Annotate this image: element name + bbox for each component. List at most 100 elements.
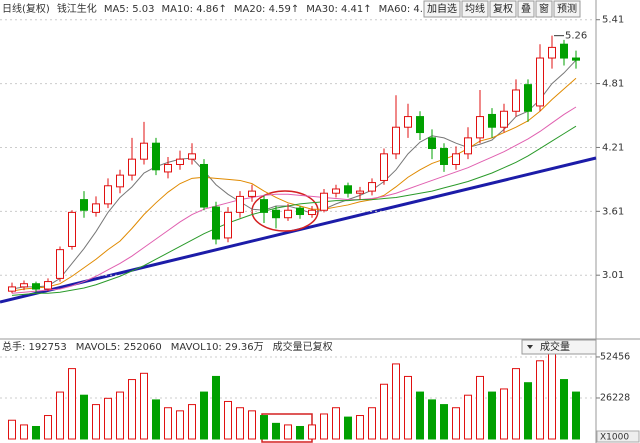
volume-bar: [356, 415, 364, 440]
volume-bar: [560, 379, 568, 440]
volume-bar: [140, 372, 148, 440]
volume-bar: [440, 404, 448, 440]
candle-body: [44, 281, 52, 290]
candle-body: [524, 84, 532, 112]
toolbar-button[interactable]: 加自选: [423, 0, 461, 18]
unit-box: [596, 430, 640, 443]
candle-body: [320, 192, 328, 211]
button-frame: [517, 0, 535, 18]
candle-body: [344, 185, 352, 194]
candle-body: [176, 158, 184, 165]
candle-body: [308, 209, 316, 216]
candle-body: [476, 116, 484, 139]
volume-header-item: MAVOL10: 29.36万: [171, 342, 264, 353]
volume-bar: [332, 407, 340, 440]
volume-bar: [404, 375, 412, 440]
volume-bar: [392, 363, 400, 440]
volume-bar: [368, 407, 376, 440]
volume-bar: [380, 383, 388, 440]
header-bar: [0, 0, 420, 17]
volume-bar: [548, 350, 556, 440]
candle-body: [212, 206, 220, 240]
volume-bar: [116, 391, 124, 440]
candle-body: [248, 190, 256, 197]
unit-label: X1000: [600, 433, 629, 443]
candle-body: [92, 203, 100, 213]
volume-bar: [224, 400, 232, 440]
annotation-label: 5.26: [565, 31, 587, 42]
volume-bar: [8, 419, 16, 440]
candle-body: [20, 283, 28, 288]
selector-arrow: [527, 345, 533, 349]
candle-body: [164, 163, 172, 173]
candle-body: [332, 188, 340, 194]
candle-body: [572, 57, 580, 61]
candle-body: [512, 89, 520, 112]
toolbar-button[interactable]: 叠: [517, 0, 535, 18]
candle-body: [224, 211, 232, 239]
toolbar-button[interactable]: 均线: [461, 0, 489, 18]
ma-line: [11, 77, 577, 292]
ma-line: [11, 106, 577, 294]
candle-body: [140, 142, 148, 160]
y-tick-label: 52456: [600, 351, 630, 362]
candle-body: [8, 286, 16, 292]
candle-body: [200, 163, 208, 208]
volume-bar: [92, 404, 100, 440]
candle-body: [380, 153, 388, 181]
y-tick-label: 4.21: [602, 142, 624, 153]
candle-body: [464, 137, 472, 155]
ma-line: [11, 59, 577, 290]
candle-body: [284, 209, 292, 219]
y-tick-label: 3.61: [602, 206, 624, 217]
volume-bar: [20, 424, 28, 440]
header-item: MA60: 4.: [379, 4, 423, 15]
toolbar-button[interactable]: 预测: [553, 0, 581, 18]
volume-bar: [44, 415, 52, 440]
y-tick-label: 26228: [600, 392, 630, 403]
volume-bar: [536, 360, 544, 440]
button-label: 叠: [521, 3, 531, 15]
candle-body: [488, 113, 496, 128]
volume-bar: [476, 375, 484, 440]
volume-bar: [272, 422, 280, 440]
candle-body: [416, 116, 424, 134]
volume-bar: [416, 391, 424, 440]
candle-body: [116, 174, 124, 188]
candle-body: [404, 116, 412, 128]
candle-body: [236, 195, 244, 213]
candle-body: [368, 182, 376, 192]
volume-header-item: 总手: 192753: [2, 340, 67, 353]
candle-body: [32, 283, 40, 290]
volume-bar: [308, 424, 316, 440]
button-label: 均线: [465, 2, 485, 15]
candle-body: [260, 199, 268, 213]
header-item: 钱江生化: [57, 2, 97, 15]
volume-bar: [296, 425, 304, 440]
header-item: MA20: 4.59↑: [234, 4, 299, 15]
volume-selector[interactable]: 成交量: [521, 339, 597, 355]
volume-bar: [452, 407, 460, 440]
button-frame: [461, 0, 489, 18]
candle-body: [452, 153, 460, 165]
volume-bar: [512, 368, 520, 440]
volume-bar: [464, 394, 472, 440]
candle-body: [392, 126, 400, 155]
candle-body: [188, 153, 196, 160]
y-tick-label: 4.81: [602, 79, 624, 90]
volume-bar: [176, 410, 184, 440]
button-label: 窗: [539, 2, 549, 15]
selector-arrow-label: 成交量: [540, 340, 570, 353]
volume-bar: [572, 391, 580, 440]
button-frame: [553, 0, 581, 18]
header-item: MA5: 5.03: [104, 4, 155, 15]
toolbar-button[interactable]: 窗: [535, 0, 553, 18]
button-label: 复权: [493, 2, 513, 15]
candle-body: [56, 249, 64, 279]
candle-body: [68, 211, 76, 247]
button-label: 加自选: [427, 2, 457, 15]
toolbar-button[interactable]: 复权: [489, 0, 517, 18]
header-item: 日线(复权): [2, 2, 50, 15]
candle-body: [104, 185, 112, 205]
